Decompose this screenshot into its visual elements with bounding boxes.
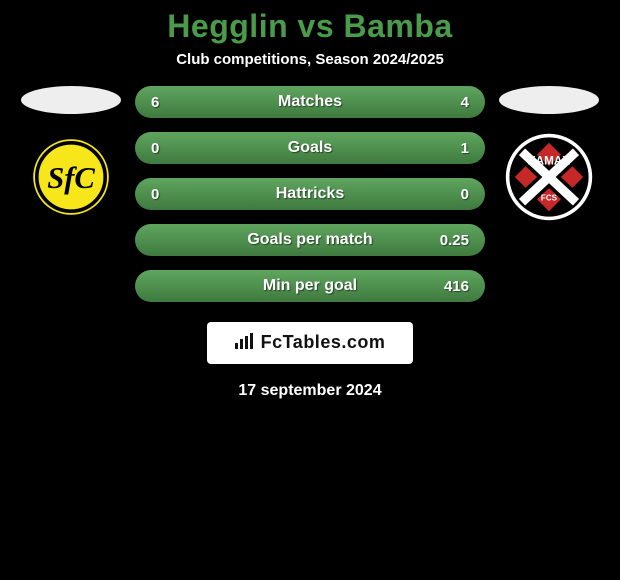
stat-right-value: 0.25 <box>440 232 469 249</box>
subtitle: Club competitions, Season 2024/2025 <box>0 51 620 68</box>
right-team-logo: XAMAX FCS <box>504 132 594 222</box>
brand-badge[interactable]: FcTables.com <box>207 322 414 364</box>
stat-left-value: 0 <box>151 186 159 203</box>
svg-text:XAMAX: XAMAX <box>528 154 570 167</box>
stat-right-value: 4 <box>461 94 469 111</box>
stat-label: Goals <box>135 139 485 157</box>
stat-row-matches: 6 Matches 4 <box>135 86 485 118</box>
stat-right-value: 0 <box>461 186 469 203</box>
chart-bars-icon <box>235 333 255 354</box>
stat-left-value: 6 <box>151 94 159 111</box>
stat-label: Matches <box>135 93 485 111</box>
left-side: SfC <box>21 86 121 222</box>
comparison-card: Hegglin vs Bamba Club competitions, Seas… <box>0 0 620 450</box>
stat-right-value: 1 <box>461 140 469 157</box>
stat-row-goals: 0 Goals 1 <box>135 132 485 164</box>
stat-row-mpg: Min per goal 416 <box>135 270 485 302</box>
left-flag-placeholder <box>21 86 121 114</box>
page-title: Hegglin vs Bamba <box>0 8 620 45</box>
stat-label: Goals per match <box>135 231 485 249</box>
svg-text:FCS: FCS <box>541 193 558 202</box>
left-team-logo: SfC <box>26 132 116 222</box>
stat-left-value: 0 <box>151 140 159 157</box>
stat-row-hattricks: 0 Hattricks 0 <box>135 178 485 210</box>
stat-row-gpm: Goals per match 0.25 <box>135 224 485 256</box>
stat-rows: 6 Matches 4 0 Goals 1 0 Hattricks 0 Goal… <box>135 86 485 302</box>
stat-right-value: 416 <box>444 278 469 295</box>
right-flag-placeholder <box>499 86 599 114</box>
right-side: XAMAX FCS <box>499 86 599 222</box>
footer: FcTables.com 17 september 2024 <box>0 322 620 400</box>
stat-label: Hattricks <box>135 185 485 203</box>
stat-label: Min per goal <box>135 277 485 295</box>
content-area: SfC 6 Matches 4 0 Goals 1 0 Hattricks 0 … <box>0 86 620 302</box>
svg-text:SfC: SfC <box>47 161 95 195</box>
date-text: 17 september 2024 <box>0 382 620 400</box>
brand-text: FcTables.com <box>261 332 386 352</box>
